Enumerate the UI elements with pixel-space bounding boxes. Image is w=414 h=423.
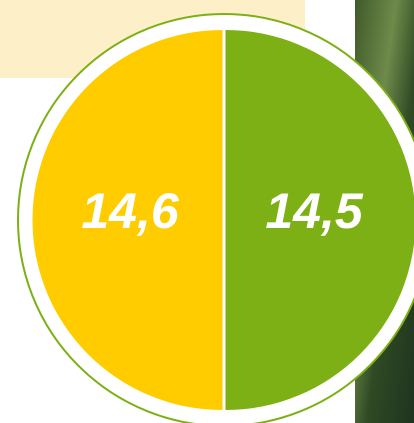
page: 14,6 14,5 (() => { const data = JSON.par…: [0, 0, 414, 423]
right-value: 14,5: [265, 183, 364, 239]
left-value: 14,6: [81, 183, 180, 239]
graphic: 14,6 14,5: [0, 0, 414, 423]
